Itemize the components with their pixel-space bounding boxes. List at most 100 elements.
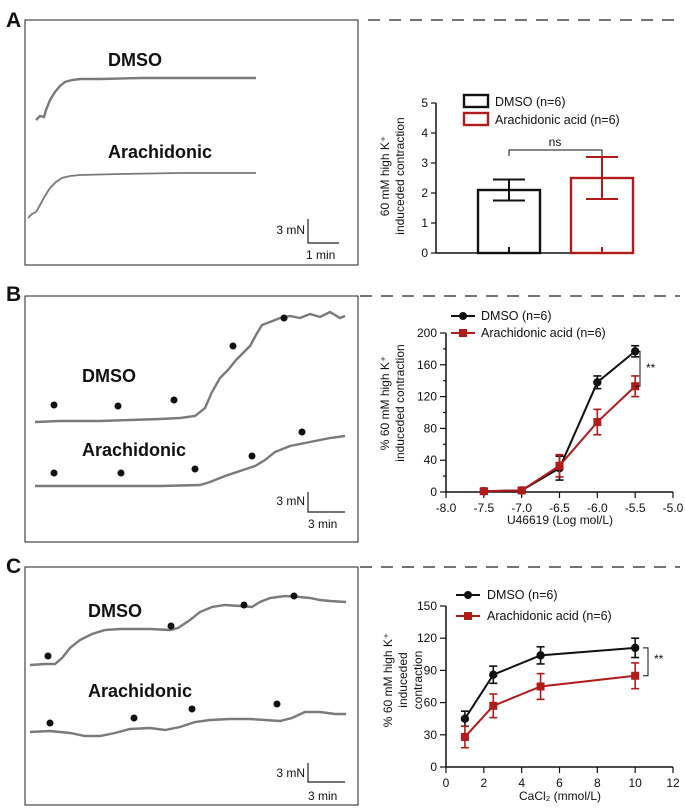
panel-a-scale-amplitude: 3 mN: [276, 223, 305, 237]
panel-a-trace-label-arachidonic: Arachidonic: [108, 142, 212, 162]
chart-c-point-dmso: [536, 651, 545, 660]
panel-c-trace-label-arachidonic: Arachidonic: [88, 681, 192, 701]
panel-c-dot-dmso: [240, 601, 248, 609]
panel-c-dots-arachidonic: [46, 700, 281, 727]
chart-a-sig-bracket: [508, 149, 603, 156]
chart-b-xtick-label: -6.0: [587, 501, 608, 515]
panel-c-trace-dmso: [29, 594, 347, 667]
panel-a-trace-label-dmso: DMSO: [108, 50, 162, 70]
chart-c-ytick-label: 150: [417, 599, 437, 613]
chart-c-point-arachidonic: [460, 732, 469, 741]
chart-b-legend-marker-dmso: [459, 312, 467, 320]
chart-c-ylabel-line3: contraction: [411, 651, 425, 710]
chart-a-legend-dmso: DMSO (n=6): [495, 95, 566, 109]
panel-c-scale-bar: [307, 763, 345, 783]
chart-c-ytick-label: 0: [430, 760, 437, 774]
chart-c-xtick-label: 4: [518, 776, 525, 790]
chart-c: % 60 mM high K⁺ induceded contraction 0 3…: [381, 588, 680, 803]
chart-a-legend-arachidonic: Arachidonic acid (n=6): [495, 113, 620, 127]
panel-c-dots-dmso: [44, 592, 298, 660]
chart-a-ytick-label: 2: [421, 186, 428, 200]
panel-b-dot-dmso: [170, 396, 178, 404]
panel-b-dot-arachidonic: [117, 469, 125, 477]
chart-c-point-arachidonic: [489, 701, 498, 710]
chart-c-line-arachidonic: [464, 674, 636, 738]
panel-c-dot-dmso: [290, 592, 298, 600]
chart-b-sig-bracket: [635, 350, 641, 387]
panel-b-dots-arachidonic: [50, 428, 306, 477]
panel-a-trace-arachidonic: [27, 172, 256, 219]
chart-b-legend-arachidonic: Arachidonic acid (n=6): [481, 326, 606, 340]
chart-b-xtick-label: -7.5: [473, 501, 494, 515]
chart-c-point-dmso: [630, 643, 640, 653]
panel-c-trace-label-dmso: DMSO: [88, 601, 142, 621]
chart-c-point-arachidonic: [536, 682, 545, 691]
panel-c-scale-time: 3 min: [308, 789, 337, 803]
chart-b-ytick-label: 40: [424, 453, 438, 467]
panel-b-trace-label-dmso: DMSO: [82, 366, 136, 386]
panel-b: B DMSO Arachidonic 3 mN 3 min % 60 mM hi…: [6, 283, 684, 543]
panel-a-trace-frame: [24, 19, 359, 266]
panel-c-dot-dmso: [44, 652, 52, 660]
panel-a-scale-bar: [307, 219, 339, 244]
panel-c-dot-dmso: [167, 622, 175, 630]
chart-c-ylabel-line2: induceded: [396, 652, 410, 707]
chart-b-ytick-label: 0: [430, 485, 437, 499]
panel-b-scale-amplitude: 3 mN: [276, 494, 305, 508]
chart-b-xtick-label: -5.5: [625, 501, 646, 515]
panel-c: C DMSO Arachidonic 3 mN 3 min % 60 mM hi…: [6, 555, 680, 806]
panel-b-dot-dmso: [229, 342, 237, 350]
chart-b-ytick-label: 160: [417, 358, 437, 372]
chart-c-xtick-label: 6: [556, 776, 563, 790]
chart-c-point-dmso: [489, 670, 498, 679]
chart-b-point-dmso: [593, 378, 602, 387]
panel-b-dots-dmso: [50, 314, 288, 410]
chart-a-ylabel-line2: induceded contraction: [393, 117, 407, 234]
panel-c-scale-amplitude: 3 mN: [276, 766, 305, 780]
chart-c-point-arachidonic: [631, 671, 640, 680]
panel-a-letter: A: [6, 9, 21, 32]
chart-a-ytick-label: 0: [421, 246, 428, 260]
chart-b-significance: **: [646, 361, 656, 375]
chart-b-ylabel-line2: induceded contraction: [393, 344, 407, 461]
chart-b-xtick-label: -6.5: [549, 501, 570, 515]
chart-a-significance: ns: [549, 135, 562, 149]
chart-b-xlabel: U46619 (Log mol/L): [507, 513, 613, 527]
chart-c-legend-dmso: DMSO (n=6): [487, 588, 558, 602]
chart-a-ytick-label: 1: [421, 216, 428, 230]
panel-b-scale-time: 3 min: [308, 517, 337, 531]
chart-c-ytick-label: 90: [424, 663, 438, 677]
chart-b-ylabel-line1: % 60 mM high K⁺: [378, 356, 392, 450]
chart-c-legend-marker-dmso: [464, 591, 472, 599]
chart-c-xtick-label: 12: [666, 776, 680, 790]
chart-c-ytick-label: 60: [424, 696, 438, 710]
panel-b-dot-dmso: [50, 401, 58, 409]
chart-c-legend-arachidonic: Arachidonic acid (n=6): [487, 609, 612, 623]
chart-c-legend-marker-arachidonic: [464, 612, 472, 620]
panel-a-scale-time: 1 min: [306, 248, 335, 262]
panel-b-trace-dmso: [34, 310, 346, 424]
chart-b-point-arachidonic: [517, 486, 526, 495]
chart-b-ytick-label: 200: [417, 326, 437, 340]
chart-b-xtick-label: -8.0: [436, 501, 457, 515]
panel-b-trace-arachidonic: [35, 434, 346, 488]
chart-c-sig-bracket: [643, 647, 649, 677]
panel-b-trace-label-arachidonic: Arachidonic: [82, 440, 186, 460]
chart-a-ylabel-line1: 60 mM high K⁺: [378, 136, 392, 216]
panel-a-trace-dmso: [35, 76, 256, 121]
chart-b: % 60 mM high K⁺ induceded contraction 0 4…: [378, 309, 684, 527]
chart-c-xtick-label: 8: [594, 776, 601, 790]
chart-b-legend-dmso: DMSO (n=6): [481, 309, 552, 323]
chart-c-ytick-label: 120: [417, 631, 437, 645]
chart-b-xtick-label: -5.0: [663, 501, 684, 515]
chart-b-legend-marker-arachidonic: [459, 329, 467, 337]
chart-b-ytick-label: 80: [424, 421, 438, 435]
chart-c-point-dmso: [460, 714, 470, 723]
panel-c-trace-frame: [24, 566, 359, 806]
chart-c-significance: **: [654, 652, 664, 666]
panel-b-dot-arachidonic: [191, 465, 199, 473]
chart-b-point-arachidonic: [479, 487, 488, 496]
chart-a-ytick-label: 3: [421, 156, 428, 170]
chart-a-legend-swatch-dmso: [462, 93, 490, 109]
panel-b-dot-arachidonic: [298, 428, 306, 436]
